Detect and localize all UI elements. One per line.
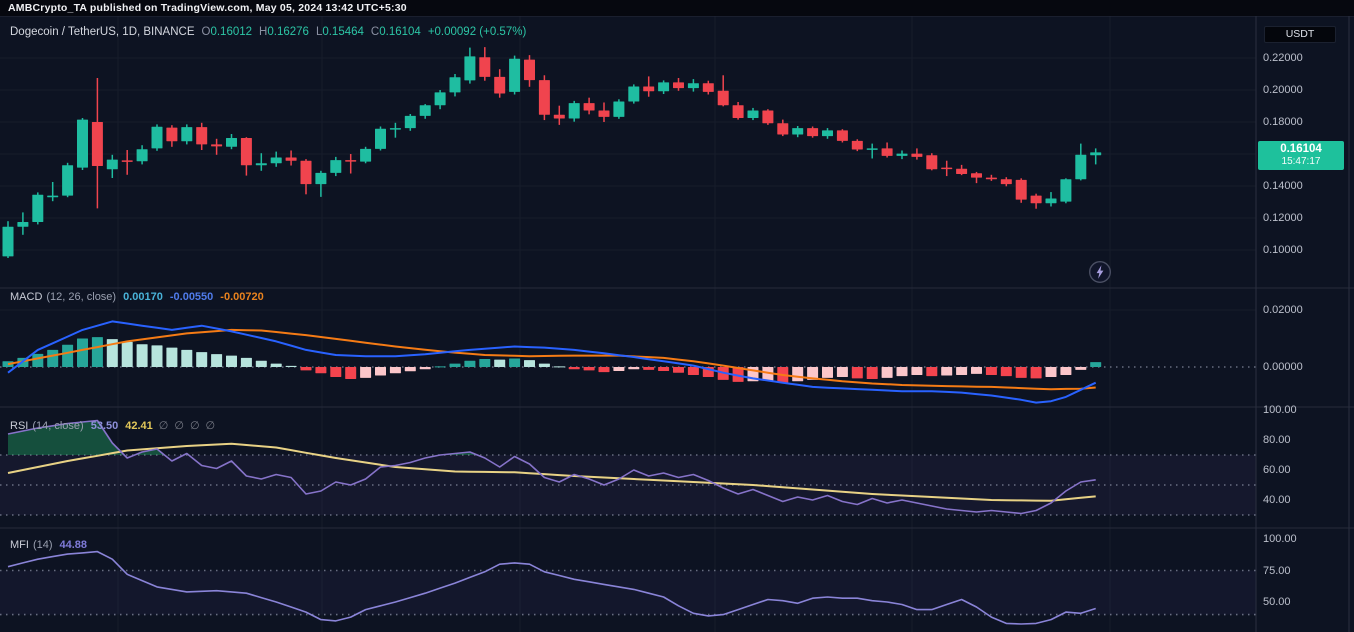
last-price-value: 0.16104 [1280, 143, 1322, 155]
macd-status-row: MACD (12, 26, close) 0.00170 -0.00550 -0.007… [10, 291, 264, 303]
macd-histogram-value: 0.00170 [123, 291, 163, 303]
low-label: L [315, 26, 323, 38]
axis-tick-label: 100.00 [1263, 404, 1297, 416]
axis-tick-label: 0.02000 [1263, 304, 1303, 316]
attribution-text: AMBCrypto_TA published on TradingView.co… [8, 2, 407, 14]
lightning-logo-icon[interactable] [1088, 260, 1112, 284]
axis-tick-label: 60.00 [1263, 464, 1291, 476]
close-value: 0.16104 [379, 26, 421, 38]
last-price-label: 0.16104 15:47:17 [1258, 141, 1344, 170]
axis-tick-label: 0.20000 [1263, 84, 1303, 96]
rsi-empty-value: ∅ [189, 420, 200, 432]
axis-tick-label: 100.00 [1263, 533, 1297, 545]
attribution-bar: AMBCrypto_TA published on TradingView.co… [0, 0, 1354, 16]
currency-toggle-button[interactable]: USDT [1264, 26, 1336, 43]
mfi-label[interactable]: MFI [10, 539, 29, 551]
price-change: +0.00092 (+0.57%) [427, 26, 527, 38]
macd-signal-value: -0.00720 [220, 291, 264, 303]
macd-params: (12, 26, close) [46, 291, 117, 303]
axis-tick-label: 0.22000 [1263, 52, 1303, 64]
rsi-empty-value: ∅ [174, 420, 184, 432]
axis-tick-label: 0.14000 [1263, 180, 1303, 192]
macd-label[interactable]: MACD [10, 291, 43, 303]
bar-countdown: 15:47:17 [1281, 156, 1321, 167]
high-label: H [259, 26, 268, 38]
mfi-params: (14) [32, 539, 53, 551]
mfi-value: 44.88 [59, 539, 88, 551]
rsi-label[interactable]: RSI [10, 420, 29, 432]
axis-tick-label: 0.10000 [1263, 244, 1303, 256]
axis-tick-label: 75.00 [1263, 564, 1291, 577]
axis-tick-label: 80.00 [1263, 434, 1291, 446]
low-value: 0.15464 [322, 26, 364, 38]
rsi-ma-value: 42.41 [125, 420, 153, 432]
close-label: C [370, 26, 380, 38]
axis-tick-label: 50.00 [1263, 596, 1291, 608]
open-value: 0.16012 [210, 26, 253, 38]
rsi-empty-value: ∅ [158, 420, 169, 432]
mfi-status-row: MFI (14) 44.88 [10, 539, 87, 551]
rsi-value: 53.50 [90, 420, 119, 432]
open-label: O [201, 26, 211, 38]
rsi-empty-value: ∅ [205, 420, 216, 432]
axis-tick-label: 0.18000 [1263, 116, 1303, 128]
symbol-title[interactable]: Dogecoin / TetherUS, 1D, BINANCE [10, 26, 195, 38]
macd-line-value: -0.00550 [169, 291, 214, 303]
rsi-params: (14, close) [32, 420, 84, 432]
axis-tick-label: 40.00 [1263, 494, 1291, 506]
axis-tick-label: 0.12000 [1263, 212, 1303, 224]
high-value: 0.16276 [267, 26, 309, 38]
rsi-status-row: RSI (14, close) 53.50 42.41 ∅ ∅ ∅ ∅ [10, 419, 215, 432]
symbol-info-bar: Dogecoin / TetherUS, 1D, BINANCE O0.16012… [10, 26, 526, 38]
axis-tick-label: 0.00000 [1263, 361, 1303, 373]
